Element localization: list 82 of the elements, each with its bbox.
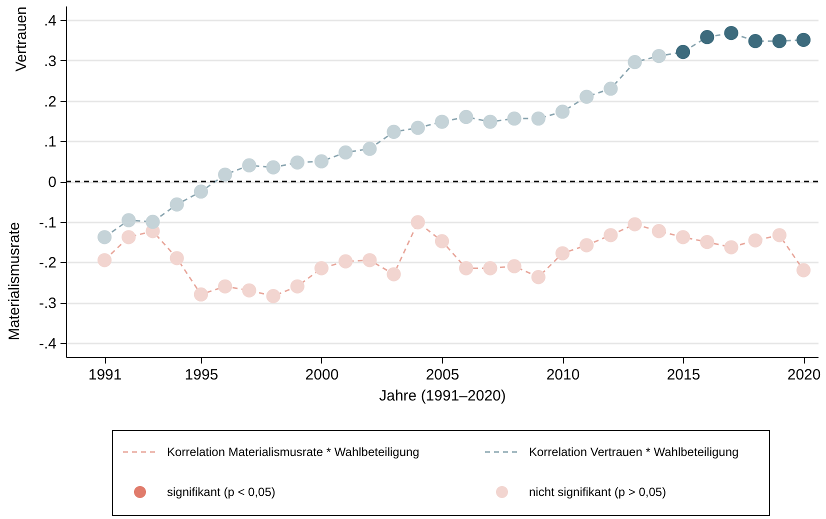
point [146,214,160,229]
point [772,228,787,242]
point [410,215,425,230]
point [122,230,136,244]
point [386,124,401,139]
point [796,32,811,47]
point [700,30,714,44]
point [748,233,762,248]
point [507,259,522,274]
y-tick-label: -.2 [38,254,56,272]
point [676,44,690,60]
point [580,90,594,104]
point [170,197,184,212]
point [194,287,208,302]
point [242,283,256,298]
x-tick-label: 2015 [666,366,700,384]
point [386,267,401,282]
point [290,279,304,294]
point [290,155,304,170]
y-tick-label: .4 [44,12,56,30]
point [362,142,377,156]
x-tick-label: 2020 [787,366,821,384]
point [218,168,232,182]
point [314,154,329,168]
point [97,253,112,268]
x-tick-label: 2005 [426,366,460,384]
point [676,230,690,244]
point [122,213,136,228]
legend-label: Korrelation Materialismusrate * Wahlbeteiligung [167,445,420,459]
y-tick-label: .2 [44,93,56,110]
point [604,228,618,242]
point [580,238,594,252]
point [700,234,714,250]
y-tick-label: .3 [44,52,56,70]
text: Materialismusrate [6,222,23,340]
point [652,48,666,64]
legend-label: Korrelation Vertrauen * Wahlbeteiligung [529,445,739,459]
point [314,261,329,276]
y-axis-title: Vertrauen [12,6,30,72]
point [724,240,738,254]
text: nicht signifikant (p > 0,05) [529,485,666,499]
y-tick-label: -.4 [38,335,56,352]
point [194,184,208,199]
point [459,261,474,276]
point [604,82,618,96]
point [266,289,280,304]
point [724,26,738,40]
point [338,145,353,160]
x-tick-label: 1995 [184,366,218,384]
y-tick-label: .1 [44,134,56,151]
y-tick-label: 0 [48,174,56,191]
y-tick-label: -.3 [38,295,56,312]
point [97,230,112,244]
point [242,158,256,172]
point [772,34,787,48]
x-tick-label: 1991 [88,366,122,384]
point [170,251,184,266]
x-tick-label: 2010 [546,366,580,384]
point [362,253,377,268]
point [748,34,762,48]
point [628,55,642,70]
point [483,261,498,276]
point [410,120,425,135]
point [531,112,546,126]
point [628,217,642,232]
point [434,114,450,129]
x-axis-title: Jahre (1991–2020) [379,388,506,404]
point [338,254,353,268]
point [507,112,522,126]
point [555,104,570,119]
x-tick-label: 2000 [305,366,339,384]
point [531,270,546,284]
text: signifikant (p < 0,05) [167,485,276,499]
point [652,224,666,238]
point [434,234,450,248]
point [218,279,232,294]
point [483,114,498,129]
point [459,110,474,124]
point [796,263,811,278]
y-tick-label: -.1 [38,214,56,232]
point [555,246,570,260]
point [266,160,280,174]
